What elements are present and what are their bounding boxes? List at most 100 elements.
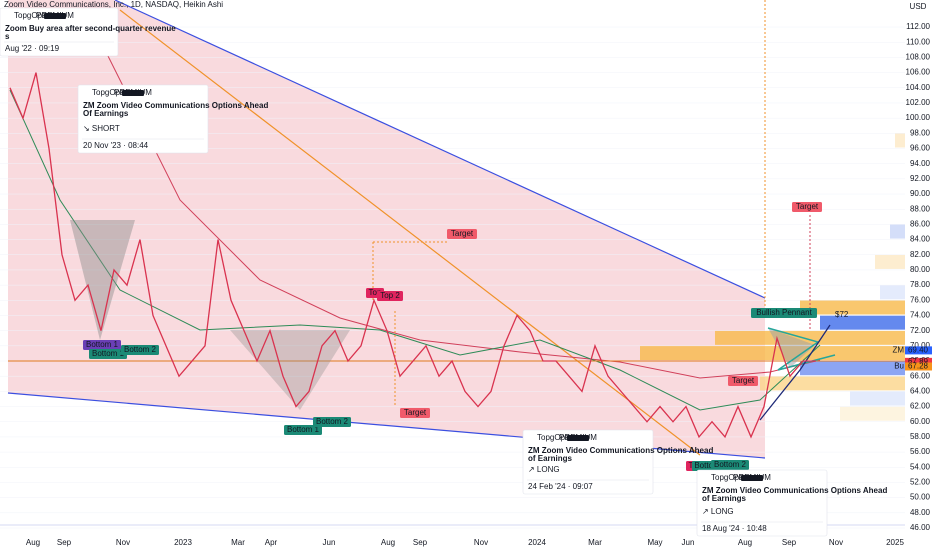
card-title: ZM Zoom Video Communications Options Ahe… bbox=[83, 101, 268, 110]
card-author: TopgOptions bbox=[711, 473, 756, 482]
y-tick-label: 74.00 bbox=[910, 311, 931, 320]
y-tick-label: 54.00 bbox=[910, 462, 931, 471]
price-tag-value: 69.40 bbox=[908, 346, 929, 355]
price-tag-value: 67.28 bbox=[908, 362, 929, 371]
y-tick-label: 82.00 bbox=[910, 250, 931, 259]
chart-label-bg bbox=[284, 425, 322, 435]
card-badge-bg bbox=[567, 435, 589, 441]
symbol-title: Zoom Video Communications, Inc., 1D, NAS… bbox=[4, 0, 223, 9]
currency-label: USD bbox=[910, 2, 927, 11]
x-tick-label: Aug bbox=[738, 538, 752, 547]
x-tick-label: 2025 bbox=[886, 538, 904, 547]
chart-label-bg bbox=[400, 408, 430, 418]
card-date: 24 Feb '24 · 09:07 bbox=[528, 482, 593, 491]
idea-card bbox=[0, 7, 119, 57]
y-tick-label: 46.00 bbox=[910, 523, 931, 532]
moving-average-red bbox=[99, 39, 821, 379]
y-tick-label: 92.00 bbox=[910, 174, 931, 183]
y-tick-label: 76.00 bbox=[910, 295, 931, 304]
chart-label-bg bbox=[751, 308, 817, 318]
card-signal: ↘ SHORT bbox=[83, 124, 120, 133]
chart-label-bg bbox=[83, 340, 121, 350]
pennant bbox=[768, 328, 815, 368]
y-tick-label: 98.00 bbox=[910, 128, 931, 137]
y-tick-label: 60.00 bbox=[910, 417, 931, 426]
chart-label-bg bbox=[792, 202, 822, 212]
volume-profile-bar bbox=[820, 315, 932, 330]
y-tick-label: 50.00 bbox=[910, 493, 931, 502]
chart-label: Target bbox=[732, 376, 755, 385]
y-tick-label: 100.00 bbox=[906, 113, 931, 122]
y-tick-label: 80.00 bbox=[910, 265, 931, 274]
idea-card bbox=[696, 469, 828, 537]
y-tick-label: 88.00 bbox=[910, 204, 931, 213]
card-title: s bbox=[5, 32, 10, 41]
y-tick-label: 94.00 bbox=[910, 159, 931, 168]
x-tick-label: Mar bbox=[588, 538, 602, 547]
price-tag bbox=[905, 357, 932, 366]
volume-profile-bar bbox=[800, 300, 932, 315]
y-tick-label: 52.00 bbox=[910, 478, 931, 487]
projection-arrow bbox=[759, 324, 831, 421]
chart-label-bg bbox=[89, 349, 127, 359]
x-tick-label: May bbox=[647, 538, 662, 547]
wedge-upper bbox=[114, 0, 766, 299]
moving-average-green bbox=[9, 89, 821, 411]
chart-label-bg bbox=[447, 229, 477, 239]
y-tick-label: 64.00 bbox=[910, 386, 931, 395]
y-tick-label: 106.00 bbox=[906, 68, 931, 77]
y-tick-label: 90.00 bbox=[910, 189, 931, 198]
x-tick-label: Apr bbox=[265, 538, 278, 547]
chart-label: Target bbox=[796, 202, 819, 211]
chart-label: Bottom 1 bbox=[92, 349, 125, 358]
idea-card bbox=[77, 84, 209, 154]
card-date: Aug '22 · 09:19 bbox=[5, 44, 60, 53]
card-title: ZM Zoom Video Communications Options Ahe… bbox=[702, 486, 887, 495]
card-badge-bg bbox=[122, 90, 144, 96]
volume-profile-bar bbox=[800, 361, 932, 376]
x-tick-label: Jun bbox=[323, 538, 336, 547]
x-tick-label: Nov bbox=[829, 538, 843, 547]
x-tick-label: Mar bbox=[231, 538, 245, 547]
y-tick-label: 112.00 bbox=[906, 22, 930, 31]
card-badge: PREMIUM bbox=[559, 433, 597, 442]
y-tick-label: 102.00 bbox=[906, 98, 931, 107]
y-tick-label: 78.00 bbox=[910, 280, 931, 289]
y-tick-label: 110.00 bbox=[906, 37, 930, 46]
card-title: ZM Zoom Video Communications Options Ahe… bbox=[528, 446, 713, 455]
y-tick-label: 58.00 bbox=[910, 432, 931, 441]
y-tick-label: 48.00 bbox=[910, 508, 931, 517]
x-tick-label: Nov bbox=[116, 538, 130, 547]
volume-profile-bar bbox=[715, 330, 932, 345]
card-badge: PREMIUM bbox=[114, 88, 152, 97]
chart-label: Target bbox=[404, 408, 427, 417]
card-signal: ↗ LONG bbox=[528, 465, 560, 474]
card-date: 18 Aug '24 · 10:48 bbox=[702, 524, 767, 533]
card-author: TopgOptions bbox=[92, 88, 137, 97]
y-tick-label: 70.00 bbox=[910, 341, 931, 350]
chart-label-bg bbox=[377, 291, 403, 301]
price-tag bbox=[905, 362, 932, 371]
idea-card bbox=[522, 429, 654, 495]
price-axis-bg bbox=[905, 0, 932, 535]
x-tick-label: Sep bbox=[57, 538, 72, 547]
pattern-triangle bbox=[70, 220, 135, 340]
price-tag-value: 67.89 bbox=[908, 357, 929, 366]
pennant-lines bbox=[767, 327, 836, 371]
chart-label: Top bbox=[369, 288, 382, 297]
y-tick-label: 96.00 bbox=[910, 144, 931, 153]
y-tick-label: 72.00 bbox=[910, 326, 931, 335]
card-author: TopgOptions bbox=[14, 11, 59, 20]
x-tick-label: Nov bbox=[474, 538, 488, 547]
y-tick-label: 62.00 bbox=[910, 402, 931, 411]
time-axis-bg bbox=[0, 535, 932, 550]
y-tick-label: 66.00 bbox=[910, 371, 931, 380]
x-tick-label: 2024 bbox=[528, 538, 546, 547]
y-tick-label: 84.00 bbox=[910, 235, 931, 244]
card-title: Zoom Buy area after second-quarter reven… bbox=[5, 24, 176, 33]
card-badge-bg bbox=[741, 475, 763, 481]
chart-label: Top 2 bbox=[380, 291, 400, 300]
card-title: of Earnings bbox=[702, 494, 747, 503]
trend-line bbox=[119, 9, 701, 456]
